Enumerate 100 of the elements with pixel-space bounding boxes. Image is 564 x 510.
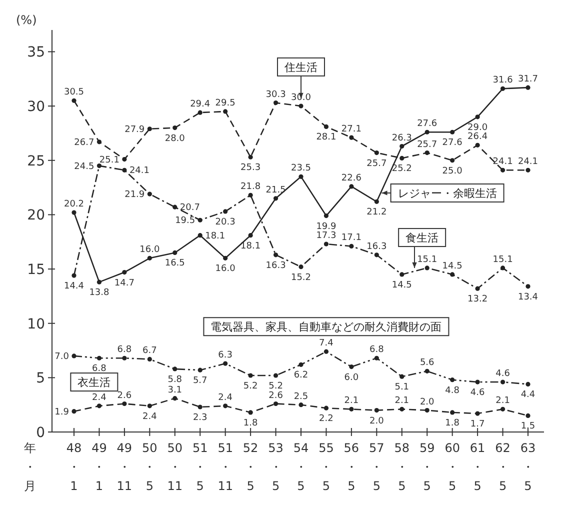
data-label: 2.2 xyxy=(319,414,334,424)
x-tick-label: 61 ・ 5 xyxy=(470,441,486,493)
x-tick-label: 63 ・ 5 xyxy=(520,441,536,493)
data-label: 5.8 xyxy=(168,374,182,385)
point xyxy=(147,356,152,362)
point xyxy=(450,158,455,163)
data-label: 4.8 xyxy=(445,386,460,396)
data-label: 2.0 xyxy=(420,397,435,408)
point xyxy=(72,210,76,215)
x-tick-label: 49 ・ 11 xyxy=(116,441,132,493)
point xyxy=(273,100,278,106)
data-label: 31.7 xyxy=(518,74,538,85)
point xyxy=(298,362,304,367)
data-label: 2.4 xyxy=(218,392,233,403)
point xyxy=(324,242,329,246)
data-label: 21.8 xyxy=(240,182,261,192)
point xyxy=(400,144,404,149)
point xyxy=(96,164,102,168)
x-tick-label: 50 ・ 11 xyxy=(167,441,183,493)
data-label: 2.1 xyxy=(394,396,410,406)
point xyxy=(400,156,404,161)
data-label: 24.1 xyxy=(492,157,513,168)
point xyxy=(374,356,379,360)
data-label: 30.5 xyxy=(64,88,84,98)
x-tick-label: 51 ・ 11 xyxy=(218,441,233,493)
point xyxy=(324,349,329,354)
data-label: 6.8 xyxy=(117,345,132,356)
data-label: 27.6 xyxy=(442,138,463,148)
data-label: 15.2 xyxy=(290,272,312,283)
point xyxy=(475,114,480,120)
data-label: 19.5 xyxy=(175,216,196,226)
data-label: 27.9 xyxy=(124,124,145,135)
x-tick-label: 49 ・ 1 xyxy=(92,441,107,493)
point xyxy=(122,168,127,172)
data-label: 24.1 xyxy=(129,166,150,176)
point xyxy=(374,408,379,413)
x-tick-label: 62 ・ 5 xyxy=(495,441,510,493)
point xyxy=(450,130,455,134)
point xyxy=(198,110,202,115)
data-label: 4.4 xyxy=(520,390,536,400)
point xyxy=(72,409,76,414)
data-label: 19.9 xyxy=(316,222,337,232)
data-label: 20.3 xyxy=(215,217,236,228)
text: 食生活 xyxy=(406,232,439,245)
point xyxy=(198,218,202,222)
point xyxy=(172,366,178,372)
point xyxy=(273,196,278,201)
point xyxy=(248,410,253,415)
point xyxy=(248,373,253,378)
data-label: 1.5 xyxy=(520,422,536,432)
x-tick-label: 57 ・ 5 xyxy=(369,441,384,493)
data-label: 16.5 xyxy=(164,258,185,269)
data-label: 16.0 xyxy=(215,264,236,274)
data-label: 22.6 xyxy=(341,173,362,184)
data-label: 16.3 xyxy=(266,260,286,271)
y-tick-label: 20 xyxy=(27,208,45,224)
data-label: 2.0 xyxy=(370,416,384,426)
point xyxy=(424,368,430,374)
point xyxy=(374,150,379,156)
point xyxy=(96,140,102,144)
point xyxy=(324,406,329,410)
point xyxy=(374,252,379,258)
data-label: 6.0 xyxy=(344,372,359,383)
point xyxy=(500,168,506,172)
point xyxy=(72,354,76,358)
data-label: 21.2 xyxy=(366,208,387,218)
x-tick-label: 54 ・ 5 xyxy=(293,441,309,493)
data-label: 7.4 xyxy=(319,338,334,349)
data-label: 5.6 xyxy=(420,358,435,368)
data-label: 25.3 xyxy=(240,163,261,174)
data-label: 14.5 xyxy=(442,261,462,272)
data-label: 2.5 xyxy=(294,392,308,402)
point xyxy=(526,382,530,386)
data-label: 5.2 xyxy=(268,382,283,392)
point xyxy=(349,135,354,140)
data-label: 5.2 xyxy=(243,382,258,392)
point xyxy=(122,156,127,162)
point xyxy=(450,272,455,277)
point xyxy=(349,184,354,189)
data-label: 29.4 xyxy=(190,100,210,110)
y-tick-label: 25 xyxy=(27,153,45,170)
x-tick-label: 50 ・ 5 xyxy=(142,441,158,493)
data-label: 14.5 xyxy=(392,280,412,290)
point xyxy=(147,256,152,260)
point xyxy=(198,404,202,410)
data-label: 31.6 xyxy=(492,76,514,86)
point xyxy=(424,408,430,413)
data-label: 2.3 xyxy=(192,413,208,424)
point xyxy=(147,192,152,196)
data-label: 5.7 xyxy=(192,376,208,386)
point xyxy=(273,401,278,406)
data-label: 30.3 xyxy=(266,90,286,100)
y-tick-label: 35 xyxy=(27,44,45,61)
data-label: 2.6 xyxy=(268,390,284,401)
data-label: 20.2 xyxy=(64,200,84,210)
data-label: 2.6 xyxy=(117,390,132,401)
x-tick-label: 52 ・ 5 xyxy=(242,441,258,493)
point xyxy=(172,250,178,256)
data-label: 2.1 xyxy=(496,396,510,406)
data-label: 6.3 xyxy=(218,350,232,361)
